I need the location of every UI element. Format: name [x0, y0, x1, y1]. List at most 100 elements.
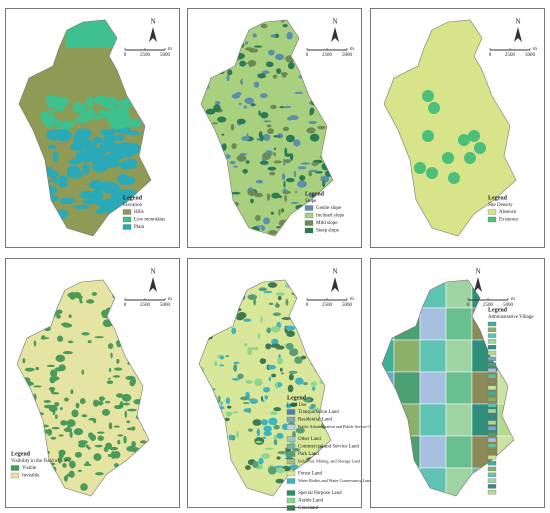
terrain-patch [276, 456, 281, 460]
terrain-patch [284, 194, 288, 202]
legend-swatch [487, 374, 497, 379]
terrain-patch [99, 128, 115, 136]
scale-label: 2500 [140, 53, 151, 58]
village-area [445, 435, 473, 469]
terrain-patch [248, 48, 259, 53]
legend-swatch [286, 497, 296, 504]
site-cluster [468, 130, 480, 142]
terrain-patch [63, 456, 72, 461]
scale-label: 5000 [342, 53, 353, 58]
terrain-patch [109, 124, 127, 129]
terrain-patch [303, 397, 312, 403]
terrain-patch [260, 111, 269, 119]
village-area [419, 435, 447, 469]
legend-swatch [487, 426, 497, 431]
terrain-patch [265, 61, 274, 68]
terrain-patch [285, 177, 295, 183]
terrain-patch [278, 209, 281, 216]
scale-unit: m [350, 297, 354, 302]
legend-label: Plain [134, 225, 145, 230]
terrain-patch [258, 110, 261, 116]
legend: Legend Site Density Absence Existence [487, 195, 519, 223]
terrain-patch [51, 391, 60, 395]
terrain-patch [268, 417, 278, 426]
terrain-patch [97, 400, 104, 406]
terrain-patch [48, 144, 56, 150]
legend-swatch [487, 455, 497, 460]
north-arrow [331, 27, 339, 42]
terrain-patch [75, 402, 80, 409]
terrain-patch [58, 434, 64, 437]
terrain-patch [281, 173, 286, 181]
terrain-patch [260, 315, 263, 323]
terrain-patch [96, 431, 105, 434]
terrain-patch [247, 428, 254, 432]
terrain-patch [256, 428, 261, 437]
terrain-patch [309, 169, 319, 173]
legend-title: Legend [488, 195, 508, 201]
terrain-patch [43, 400, 52, 403]
terrain-patch [277, 450, 287, 455]
terrain-patch [92, 182, 110, 191]
terrain-patch [262, 399, 265, 403]
terrain-patch [107, 453, 112, 458]
village-area [445, 371, 473, 405]
terrain-patch [46, 98, 54, 108]
terrain-patch [275, 478, 285, 484]
legend-swatch [286, 470, 296, 477]
terrain-patch [273, 160, 282, 164]
terrain-patch [263, 290, 273, 294]
scale-label: 0 [124, 303, 127, 308]
map-outline [383, 19, 517, 237]
terrain-patch [67, 292, 74, 298]
map-outline [381, 279, 515, 497]
terrain-patch [67, 340, 74, 344]
terrain-patch [270, 411, 278, 416]
terrain-patch [283, 180, 286, 188]
scale-label: 0 [124, 53, 127, 58]
terrain-patch [60, 120, 75, 130]
terrain-patch [62, 351, 73, 355]
village-area [393, 339, 421, 373]
legend-swatch [487, 490, 497, 495]
site-cluster [442, 152, 454, 164]
terrain-patch [219, 364, 224, 367]
site-cluster [414, 162, 426, 174]
terrain-patch [54, 367, 64, 372]
terrain-patch [252, 419, 262, 426]
legend-swatch [487, 472, 497, 477]
terrain-patch [288, 370, 298, 375]
north-label: N [475, 268, 480, 276]
terrain-patch [282, 190, 291, 195]
terrain-patch [257, 333, 261, 340]
scale-label: 5000 [342, 303, 353, 308]
legend-label: Other Land [298, 437, 321, 442]
legend-swatch [304, 220, 314, 226]
terrain-patch [243, 408, 251, 413]
terrain-patch [267, 282, 278, 288]
terrain-patch [127, 118, 142, 127]
terrain-patch [264, 447, 274, 450]
legend-swatch [304, 205, 314, 211]
terrain-patch [98, 396, 105, 401]
terrain-patch [255, 440, 263, 444]
legend-title: Legend [305, 191, 325, 197]
scale-label: 2500 [140, 303, 151, 308]
scale-unit: m [168, 297, 172, 302]
legend-swatch [487, 333, 497, 338]
legend-swatch [487, 379, 497, 385]
terrain-patch [262, 217, 271, 225]
legend-swatch [286, 478, 296, 484]
legend-swatch [286, 458, 296, 465]
legend: Legend Visibility in the Field of View Vis… [10, 451, 71, 479]
terrain-patch [309, 108, 312, 116]
terrain-patch [249, 398, 258, 404]
legend-label: Public Administration and Public Service… [298, 424, 378, 429]
north-arrow [474, 277, 482, 292]
terrain-patch [236, 431, 239, 438]
terrain-patch [237, 373, 244, 379]
terrain-patch [275, 53, 285, 61]
terrain-patch [105, 442, 113, 450]
terrain-patch [238, 102, 242, 105]
terrain-patch [127, 143, 142, 154]
